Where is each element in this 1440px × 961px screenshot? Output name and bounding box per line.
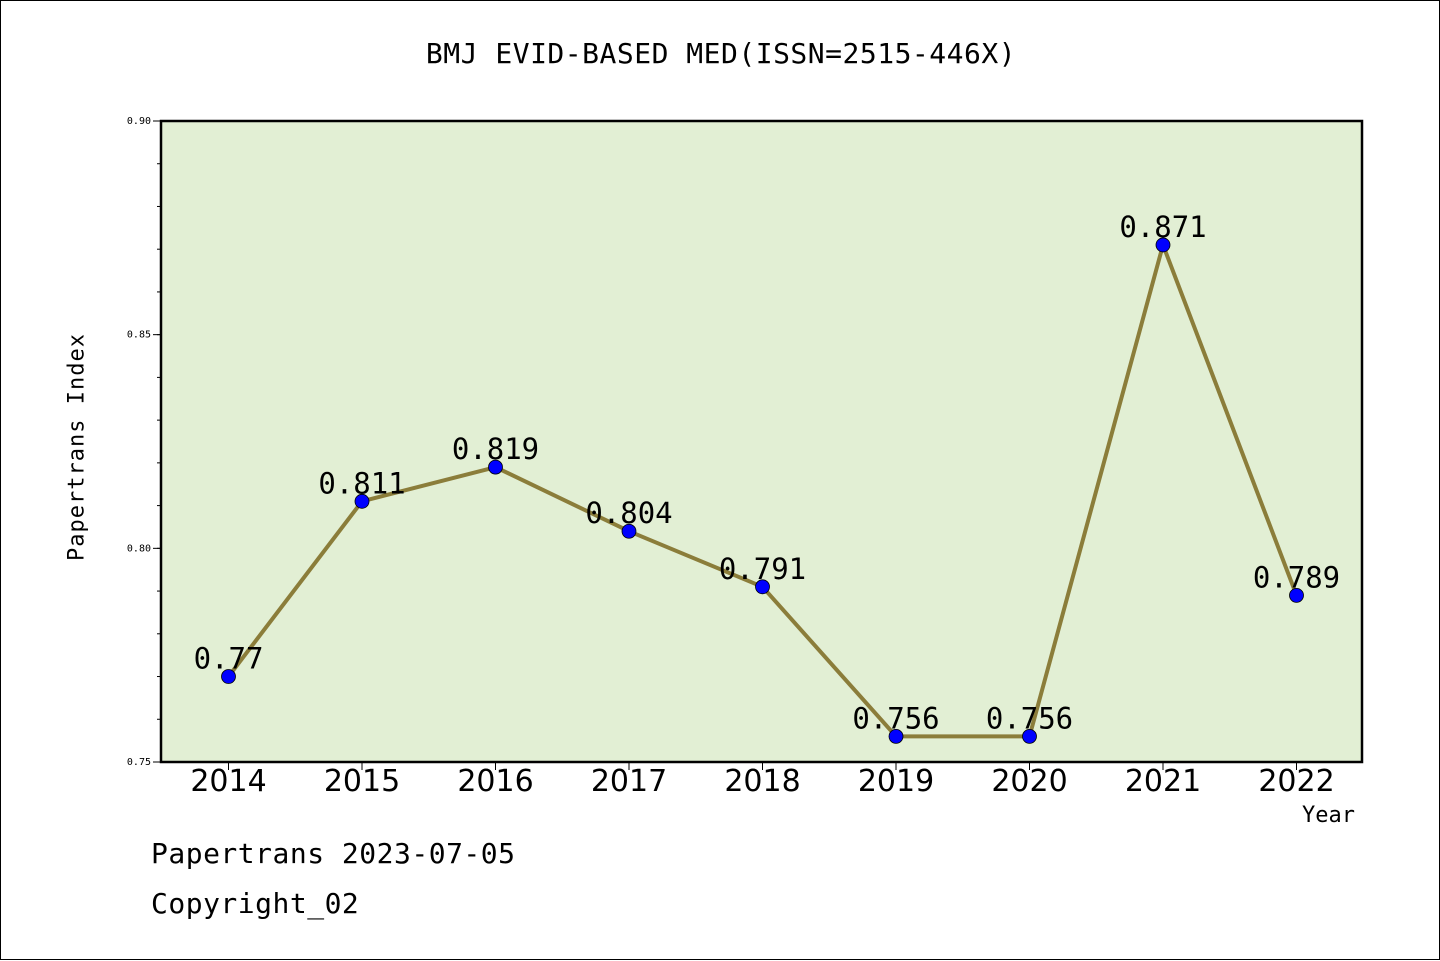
- data-point: [1289, 587, 1304, 603]
- data-label: 0.756: [852, 701, 939, 735]
- y-tick-label: 0.90: [127, 116, 151, 127]
- data-label: 0.756: [986, 701, 1073, 735]
- x-tick-label: 2018: [724, 764, 800, 799]
- chart-title: BMJ EVID-BASED MED(ISSN=2515-446X): [425, 37, 1017, 70]
- plot-frame: [159, 119, 1364, 764]
- x-tick-label: 2019: [858, 764, 934, 799]
- data-label: 0.811: [318, 466, 405, 500]
- data-point: [621, 523, 637, 539]
- data-point: [221, 669, 236, 684]
- footer-date: Papertrans 2023-07-05: [151, 837, 516, 870]
- x-tick-label: 2017: [591, 764, 667, 799]
- x-axis-label: Year: [1302, 803, 1355, 828]
- footer-copyright: Copyright_02: [151, 887, 360, 920]
- data-label: 0.77: [194, 642, 264, 676]
- y-tick-label: 0.85: [127, 330, 151, 341]
- y-tick-label: 0.75: [127, 757, 151, 768]
- data-label: 0.871: [1119, 210, 1206, 244]
- data-label: 0.789: [1253, 560, 1340, 594]
- data-label: 0.819: [452, 432, 539, 466]
- x-tick-label: 2021: [1125, 764, 1201, 799]
- plot-area: [161, 121, 1362, 762]
- data-point: [1022, 728, 1037, 744]
- x-tick-label: 2020: [991, 764, 1067, 799]
- x-tick-label: 2022: [1258, 764, 1334, 799]
- data-point: [755, 579, 770, 595]
- data-point: [888, 728, 904, 744]
- data-point: [354, 493, 370, 509]
- x-tick-label: 2014: [190, 764, 266, 799]
- data-point: [1155, 237, 1171, 253]
- x-tick-label: 2016: [457, 764, 533, 799]
- x-tick-label: 2015: [324, 764, 400, 799]
- y-tick-label: 0.80: [127, 543, 151, 554]
- data-label: 0.791: [719, 552, 806, 586]
- data-label: 0.804: [585, 496, 672, 530]
- data-point: [488, 459, 503, 475]
